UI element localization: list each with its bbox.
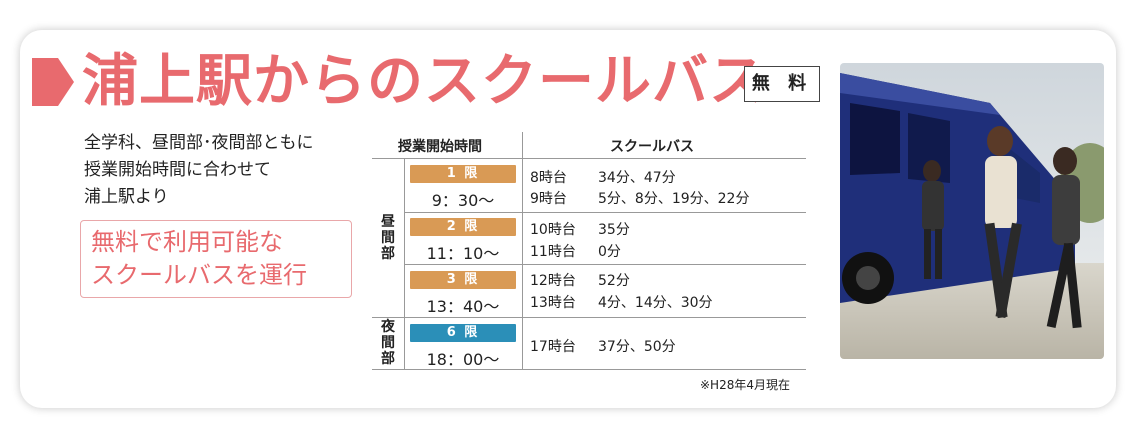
bus-hour: 12時台 [530,273,576,289]
period-time: 13：40〜 [426,297,500,316]
bus-hour: 11時台 [530,244,576,260]
bus-row: 11時台 0分 [530,241,621,261]
period-label: 6 限 [410,324,516,342]
table-divider [404,264,806,265]
bus-row: 8時台 34分、47分 [530,167,676,187]
bus-minutes: 34分、47分 [598,170,676,186]
description: 全学科、昼間部･夜間部ともに 授業開始時間に合わせて 浦上駅より [84,130,314,211]
header-start-time: 授業開始時間 [398,139,482,155]
table-divider [372,158,806,159]
table-divider [372,317,806,318]
bus-row: 12時台 52分 [530,270,630,290]
free-badge: 無 料 [744,66,820,102]
period-label: 2 限 [410,218,516,236]
bus-minutes: 4分、14分、30分 [598,295,713,311]
bus-minutes: 37分、50分 [598,339,676,355]
bus-hour: 17時台 [530,339,576,355]
bus-hour: 13時台 [530,295,576,311]
highlight-line: スクールバスを運行 [91,261,307,289]
period-time: 11：10〜 [426,244,500,263]
bus-row: 17時台 37分、50分 [530,336,676,356]
group-day-label: 昼間部 [381,214,395,262]
period-label: 1 限 [410,165,516,183]
description-line: 全学科、昼間部･夜間部ともに [84,133,314,153]
table-divider [404,212,806,213]
bus-row: 9時台 5分、8分、19分、22分 [530,188,749,208]
table-divider [522,132,523,369]
bus-minutes: 52分 [598,273,630,289]
table-divider [404,158,405,369]
bus-hour: 8時台 [530,170,567,186]
period-label: 3 限 [410,271,516,289]
bus-row: 10時台 35分 [530,219,630,239]
group-night-label: 夜間部 [381,319,395,367]
title-arrow-icon [32,58,74,106]
highlight-box: 無料で利用可能な スクールバスを運行 [80,220,352,298]
bus-hour: 10時台 [530,222,576,238]
period-time: 9：30〜 [431,191,495,210]
bus-hour: 9時台 [530,191,567,207]
bus-minutes: 5分、8分、19分、22分 [598,191,750,207]
page-title: 浦上駅からのスクールバス [82,49,766,114]
header-school-bus: スクールバス [610,139,694,155]
period-time: 18：00〜 [426,350,500,369]
highlight-line: 無料で利用可能な [91,228,283,256]
bus-row: 13時台 4分、14分、30分 [530,292,713,312]
timetable-note: ※H28年4月現在 [700,378,790,392]
table-divider [372,369,806,370]
description-line: 浦上駅より [84,187,169,207]
bus-photo [840,63,1104,359]
description-line: 授業開始時間に合わせて [84,160,271,180]
bus-minutes: 35分 [598,222,630,238]
bus-minutes: 0分 [598,244,621,260]
